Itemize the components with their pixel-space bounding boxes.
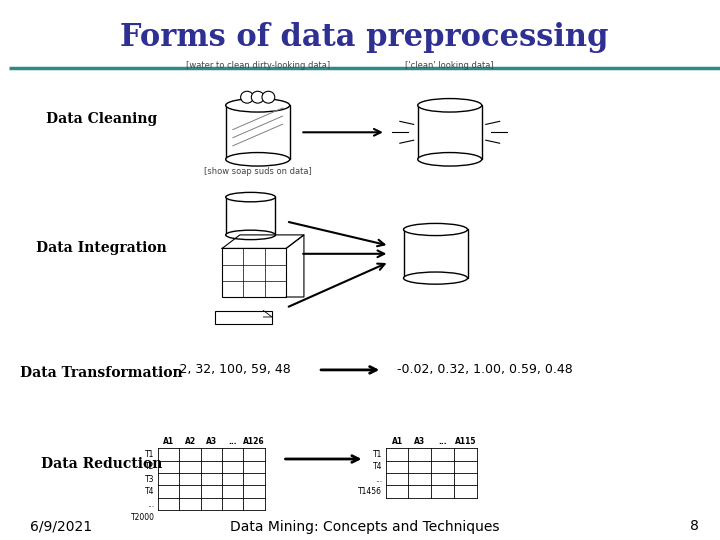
Text: A3: A3 [206, 437, 217, 446]
Text: Data Reduction: Data Reduction [40, 457, 162, 471]
Text: T1: T1 [145, 450, 155, 459]
Text: ...: ... [148, 500, 155, 509]
Ellipse shape [225, 192, 276, 202]
FancyBboxPatch shape [225, 197, 276, 235]
Text: T4: T4 [373, 462, 382, 471]
Ellipse shape [225, 98, 289, 112]
FancyBboxPatch shape [403, 230, 467, 278]
Text: -2, 32, 100, 59, 48: -2, 32, 100, 59, 48 [175, 363, 291, 376]
Ellipse shape [418, 98, 482, 112]
Text: T2: T2 [145, 462, 155, 471]
Text: [water to clean dirty-looking data]: [water to clean dirty-looking data] [186, 61, 330, 70]
FancyBboxPatch shape [225, 105, 289, 159]
Text: A3: A3 [414, 437, 426, 446]
Text: A126: A126 [243, 437, 265, 446]
FancyBboxPatch shape [215, 310, 272, 324]
Ellipse shape [403, 272, 467, 284]
Text: A1: A1 [392, 437, 402, 446]
Text: Forms of data preprocessing: Forms of data preprocessing [120, 22, 608, 53]
Text: Data Transformation: Data Transformation [20, 366, 183, 380]
Text: ...: ... [228, 437, 237, 446]
Text: A1: A1 [163, 437, 174, 446]
Text: -0.02, 0.32, 1.00, 0.59, 0.48: -0.02, 0.32, 1.00, 0.59, 0.48 [397, 363, 573, 376]
Text: T4: T4 [145, 487, 155, 496]
Text: A2: A2 [184, 437, 196, 446]
Ellipse shape [262, 91, 275, 103]
Text: [show soap suds on data]: [show soap suds on data] [204, 167, 312, 177]
Ellipse shape [418, 152, 482, 166]
Text: T1: T1 [373, 450, 382, 459]
Ellipse shape [403, 224, 467, 235]
FancyBboxPatch shape [418, 105, 482, 159]
Text: 6/9/2021: 6/9/2021 [30, 519, 92, 534]
Ellipse shape [225, 152, 289, 166]
Text: T2000: T2000 [130, 512, 155, 522]
Text: Data Mining: Concepts and Techniques: Data Mining: Concepts and Techniques [230, 519, 499, 534]
Text: T1456: T1456 [358, 487, 382, 496]
FancyBboxPatch shape [222, 248, 286, 297]
Ellipse shape [240, 91, 253, 103]
Text: Data Integration: Data Integration [36, 241, 166, 255]
Text: ['clean' looking data]: ['clean' looking data] [405, 61, 494, 70]
Text: 8: 8 [690, 519, 698, 534]
Ellipse shape [225, 230, 276, 240]
Text: Data Cleaning: Data Cleaning [45, 112, 157, 126]
Ellipse shape [251, 91, 264, 103]
Text: A115: A115 [454, 437, 476, 446]
Text: ...: ... [375, 475, 382, 484]
Text: ...: ... [438, 437, 447, 446]
Text: T3: T3 [145, 475, 155, 484]
